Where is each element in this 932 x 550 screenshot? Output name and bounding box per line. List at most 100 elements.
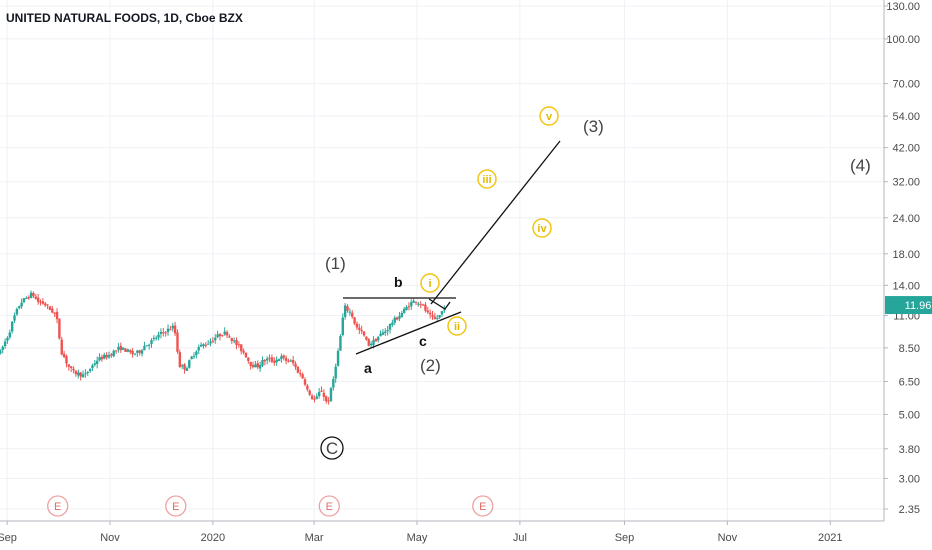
- candle-body: [206, 343, 210, 345]
- triangle-lower-line: [355, 311, 462, 355]
- candle-body: [86, 372, 89, 374]
- candle-body: [353, 317, 356, 324]
- candle-body: [296, 366, 300, 373]
- candle-body: [343, 305, 347, 317]
- candle-body: [62, 353, 66, 358]
- earnings-marker[interactable]: E: [472, 495, 494, 517]
- candle-body: [228, 336, 231, 338]
- price-tick-label: 2.35: [899, 504, 920, 516]
- candle-body: [317, 391, 321, 397]
- candle-body: [44, 303, 47, 306]
- time-tick-label: Nov: [718, 532, 738, 544]
- time-tick-label: Nov: [100, 532, 120, 544]
- earnings-marker[interactable]: E: [47, 495, 69, 517]
- candle-body: [358, 327, 361, 330]
- candle-body: [185, 368, 189, 371]
- candle-body: [107, 354, 111, 358]
- svg-text:iv: iv: [537, 223, 547, 235]
- candle-body: [121, 347, 125, 350]
- minor-wave-iii-label: iii: [477, 169, 497, 189]
- candle-body: [20, 302, 23, 307]
- candle-body: [291, 360, 295, 364]
- candle-body: [211, 340, 215, 342]
- grid: [0, 0, 884, 521]
- candle-body: [119, 345, 122, 351]
- candle-body: [152, 337, 156, 339]
- candle-body: [310, 395, 314, 400]
- earnings-label: E: [54, 501, 61, 513]
- candle-body: [339, 336, 342, 351]
- candle-body: [188, 360, 191, 368]
- candle-body: [386, 330, 389, 332]
- earnings-marker[interactable]: E: [318, 495, 340, 517]
- candle-body: [100, 356, 104, 360]
- candle-body: [395, 317, 399, 320]
- candle-body: [391, 322, 394, 325]
- candle-body: [266, 358, 269, 361]
- candle-body: [417, 303, 420, 305]
- candle-body: [232, 340, 236, 342]
- candle-body: [18, 306, 21, 309]
- candle-body: [48, 306, 52, 310]
- candle-body: [105, 354, 108, 358]
- candle-body: [150, 340, 153, 345]
- candle-body: [362, 331, 366, 336]
- candle-body: [162, 332, 165, 334]
- candle-body: [306, 385, 309, 390]
- candle-body: [322, 392, 326, 397]
- candle-body: [214, 337, 217, 341]
- candle-body: [414, 301, 418, 303]
- candle-body: [433, 316, 437, 319]
- candle-body: [377, 337, 380, 341]
- candle-body: [136, 350, 139, 353]
- candle-body: [91, 365, 94, 369]
- candle-body: [367, 339, 370, 346]
- candle-body: [325, 396, 328, 402]
- candle-body: [379, 333, 382, 337]
- candle-body: [72, 368, 75, 371]
- candle-body: [159, 331, 163, 334]
- time-tick-label: May: [407, 532, 428, 544]
- wave-a-label: a: [364, 360, 372, 376]
- candle-body: [202, 344, 205, 347]
- candle-body: [247, 357, 250, 361]
- candle-body: [147, 344, 151, 346]
- candle-body: [67, 364, 71, 367]
- candle-body: [251, 364, 255, 368]
- candle-body: [398, 316, 401, 319]
- candle-body: [308, 390, 311, 395]
- candle-body: [55, 311, 59, 320]
- candle-body: [126, 349, 130, 352]
- candle-body: [365, 336, 368, 340]
- candle-body: [218, 333, 222, 337]
- candle-body: [74, 370, 78, 375]
- wave-4-label: (4): [850, 156, 871, 175]
- candle-body: [53, 312, 56, 314]
- candle-body: [39, 301, 42, 303]
- earnings-circle: [318, 495, 340, 517]
- candle-body: [393, 317, 396, 323]
- earnings-circle: [472, 495, 494, 517]
- candle-body: [98, 357, 101, 361]
- candle-body: [242, 350, 245, 353]
- candle-body: [388, 324, 392, 330]
- candle-body: [36, 297, 40, 302]
- candle-body: [88, 369, 92, 372]
- candle-body: [46, 304, 49, 306]
- candle-body: [258, 364, 262, 369]
- svg-text:i: i: [428, 278, 431, 290]
- candle-body: [3, 341, 7, 347]
- price-tick-label: 5.00: [899, 409, 920, 421]
- candle-body: [426, 310, 429, 313]
- candle-body: [440, 311, 444, 315]
- candle-body: [199, 344, 203, 347]
- candle-body: [360, 329, 363, 332]
- candle-body: [407, 306, 411, 308]
- candle-body: [27, 296, 30, 299]
- earnings-marker[interactable]: E: [165, 495, 187, 517]
- candle-body: [313, 398, 316, 400]
- candle-body: [169, 329, 172, 331]
- candle-body: [240, 344, 243, 352]
